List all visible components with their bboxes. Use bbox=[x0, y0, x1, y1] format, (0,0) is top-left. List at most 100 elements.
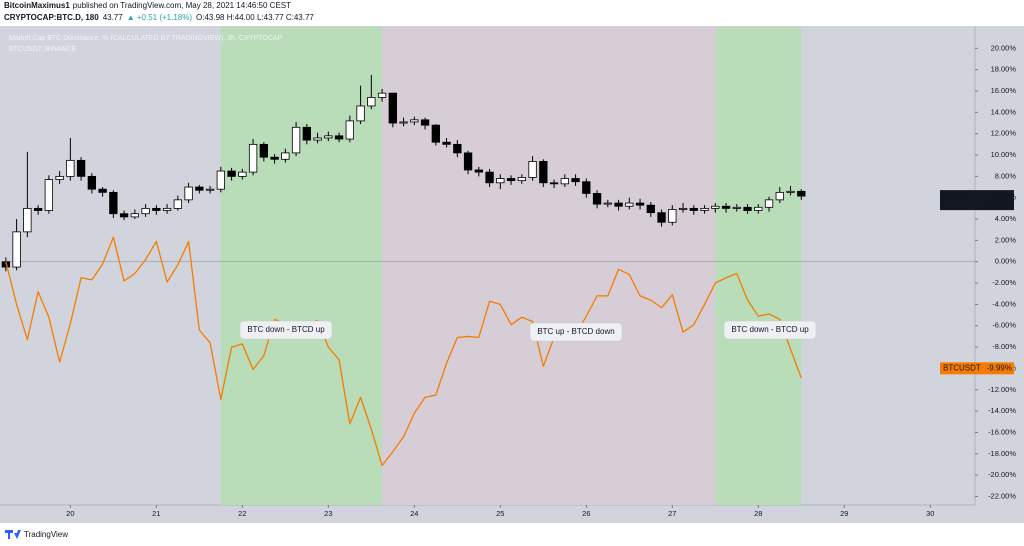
candle-body bbox=[453, 143, 462, 154]
header-line-1: BitcoinMaximus1 published on TradingView.… bbox=[4, 1, 291, 10]
candle-body bbox=[55, 175, 64, 180]
price-label-value: -9.99% bbox=[987, 363, 1012, 372]
candle-body bbox=[431, 124, 440, 143]
y-tick-label: -8.00% bbox=[992, 342, 1016, 351]
candle-body bbox=[420, 119, 430, 126]
price-label-countdown: 02:13:11 bbox=[981, 200, 1012, 209]
candle-body bbox=[732, 206, 741, 209]
candle-body bbox=[625, 202, 634, 207]
price-label-name: BTCUSDT bbox=[943, 363, 981, 372]
candle-body bbox=[33, 207, 43, 211]
y-tick-label: 2.00% bbox=[995, 235, 1017, 244]
candle-body bbox=[98, 188, 107, 193]
candle-body bbox=[162, 207, 172, 211]
candle-body bbox=[173, 199, 183, 209]
candle-body bbox=[474, 169, 483, 173]
x-tick-label: 29 bbox=[840, 509, 848, 518]
y-tick-label: 18.00% bbox=[991, 65, 1017, 74]
candle-body bbox=[270, 156, 279, 160]
candle-body bbox=[764, 199, 774, 208]
annotation-box bbox=[239, 320, 333, 340]
y-tick-label: 12.00% bbox=[991, 129, 1017, 138]
candle-body bbox=[281, 152, 290, 160]
annotation-text: BTC down - BTCD up bbox=[247, 325, 325, 334]
ohlc: O:43.98 H:44.00 L:43.77 C:43.77 bbox=[196, 13, 314, 22]
candle-body bbox=[743, 206, 752, 211]
candle-body bbox=[786, 190, 795, 193]
price-label: BTCUSDT -9.99% bbox=[940, 362, 1014, 375]
candle-body bbox=[152, 207, 161, 211]
header-line-2: CRYPTOCAP:BTC.D, 180 43.77 ▲ +0.51 (+1.18%… bbox=[4, 13, 314, 22]
annotation-box bbox=[529, 322, 623, 342]
candle-body bbox=[130, 213, 140, 218]
candle-body bbox=[646, 204, 655, 214]
candle-body bbox=[657, 212, 666, 223]
candle-body bbox=[302, 126, 311, 141]
price-label-box bbox=[940, 190, 1014, 211]
y-tick-label: 16.00% bbox=[991, 86, 1017, 95]
x-tick-label: 28 bbox=[754, 509, 762, 518]
y-tick-label: -16.00% bbox=[988, 427, 1016, 436]
region bbox=[220, 27, 383, 505]
line-series bbox=[5, 236, 802, 467]
region bbox=[715, 27, 802, 505]
candle-body bbox=[399, 121, 408, 124]
candle-body bbox=[334, 135, 344, 140]
candle-body bbox=[506, 178, 516, 182]
candle-body bbox=[109, 191, 118, 215]
candle-body bbox=[689, 207, 698, 211]
candle-body bbox=[775, 191, 784, 201]
candle-body bbox=[377, 92, 387, 98]
x-tick-label: 24 bbox=[410, 509, 418, 518]
candle-body bbox=[119, 213, 129, 218]
candle-body bbox=[356, 105, 365, 122]
candle-body bbox=[195, 186, 204, 191]
candle-body bbox=[560, 178, 569, 185]
candle-body bbox=[66, 159, 75, 177]
y-tick-label: 4.00% bbox=[995, 214, 1017, 223]
y-tick-label: 8.00% bbox=[995, 171, 1017, 180]
candle-body bbox=[571, 178, 580, 183]
candle-body bbox=[517, 177, 526, 182]
last: 43.77 bbox=[103, 13, 124, 22]
x-tick-label: 25 bbox=[496, 509, 504, 518]
plot: 20.00% 18.00% 16.00% 14.00% 12.00% 10.00% 8.00… bbox=[1, 27, 1017, 518]
candle-body bbox=[216, 170, 226, 190]
y-tick-label: -22.00% bbox=[988, 491, 1016, 500]
x-tick-label: 23 bbox=[324, 509, 332, 518]
y-tick-label: -2.00% bbox=[992, 278, 1016, 287]
candle-body bbox=[324, 135, 333, 139]
x-tick-label: 22 bbox=[238, 509, 246, 518]
y-tick-label: 14.00% bbox=[991, 107, 1017, 116]
y-tick-label: 20.00% bbox=[991, 43, 1017, 52]
candle-body bbox=[614, 202, 623, 207]
annotation-text: BTC up - BTCD down bbox=[537, 327, 614, 336]
y-tick-label: -4.00% bbox=[992, 299, 1016, 308]
x-tick-label: 21 bbox=[152, 509, 160, 518]
y-tick-label: -12.00% bbox=[988, 385, 1016, 394]
legend-entry: Market Cap BTC Dominance, % (CALCULATED … bbox=[9, 35, 283, 42]
candle-body bbox=[248, 143, 258, 173]
candle-body bbox=[711, 205, 720, 209]
published: published on TradingView.com, May 28, 20… bbox=[73, 1, 291, 10]
candle-body bbox=[463, 152, 473, 171]
x-tick-label: 26 bbox=[582, 509, 590, 518]
candle-body bbox=[582, 181, 591, 194]
candle-body bbox=[721, 205, 731, 209]
candle-body bbox=[23, 207, 32, 233]
legend-entry: BTCUSDT, BINANCE bbox=[9, 46, 77, 53]
candle-body bbox=[291, 126, 301, 154]
candle-body bbox=[12, 231, 21, 268]
y-tick-label: -14.00% bbox=[988, 406, 1016, 415]
candle-body bbox=[44, 179, 54, 211]
logo bbox=[5, 530, 21, 539]
x-tick-label: 20 bbox=[66, 509, 74, 518]
y-tick-label: -6.00% bbox=[992, 321, 1016, 330]
candle-body bbox=[367, 97, 376, 107]
candle-body bbox=[313, 137, 322, 141]
candle-body bbox=[227, 170, 236, 177]
price-label-box bbox=[940, 362, 1014, 375]
price-label-name: BTC.D bbox=[943, 191, 967, 200]
candle-body bbox=[797, 190, 806, 197]
candle-body bbox=[635, 202, 645, 206]
